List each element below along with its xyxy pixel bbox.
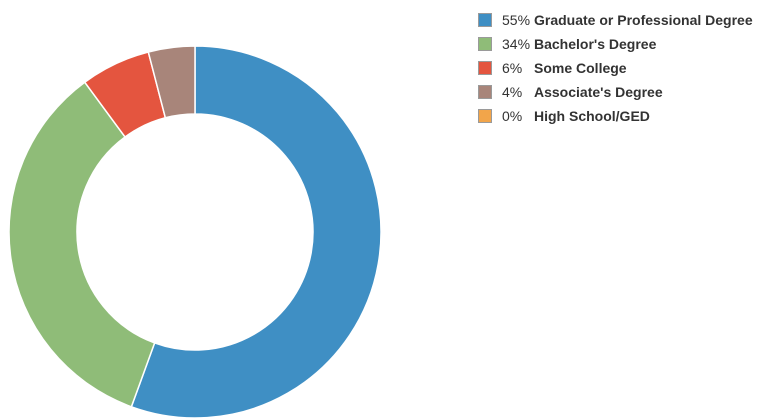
legend-value: 55% xyxy=(502,12,531,28)
donut-slice-associate-s-degree[interactable] xyxy=(147,45,196,119)
legend-value: 6% xyxy=(502,60,523,76)
legend-item-high-school-ged[interactable]: 0% High School/GED xyxy=(478,104,753,128)
legend-label: Associate's Degree xyxy=(534,84,663,100)
donut-slice-bachelor-s-degree[interactable] xyxy=(8,81,156,408)
legend-value: 34% xyxy=(502,36,531,52)
legend-label: Some College xyxy=(534,60,627,76)
chart-legend: 55% Graduate or Professional Degree 34% Bac… xyxy=(478,8,753,128)
legend-label: Graduate or Professional Degree xyxy=(534,12,753,28)
legend-item-graduate-or-professional-degree[interactable]: 55% Graduate or Professional Degree xyxy=(478,8,753,32)
legend-value: 4% xyxy=(502,84,523,100)
legend-item-bachelor-s-degree[interactable]: 34% Bachelor's Degree xyxy=(478,32,753,56)
legend-swatch xyxy=(478,13,492,27)
legend-swatch xyxy=(478,37,492,51)
legend-value: 0% xyxy=(502,108,523,124)
legend-swatch xyxy=(478,109,492,123)
donut-slice-graduate-or-professional-degree[interactable] xyxy=(130,45,382,418)
legend-swatch xyxy=(478,85,492,99)
legend-item-some-college[interactable]: 6% Some College xyxy=(478,56,753,80)
legend-item-associate-s-degree[interactable]: 4% Associate's Degree xyxy=(478,80,753,104)
legend-swatch xyxy=(478,61,492,75)
legend-label: High School/GED xyxy=(534,108,650,124)
donut-slices xyxy=(8,45,382,418)
legend-label: Bachelor's Degree xyxy=(534,36,657,52)
